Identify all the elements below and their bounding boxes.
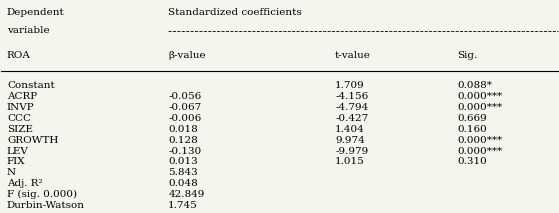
- Text: Constant: Constant: [7, 81, 55, 90]
- Text: FIX: FIX: [7, 157, 26, 167]
- Text: 0.048: 0.048: [168, 179, 198, 188]
- Text: N: N: [7, 168, 16, 177]
- Text: 0.669: 0.669: [457, 114, 487, 123]
- Text: 1.015: 1.015: [335, 157, 365, 167]
- Text: 5.843: 5.843: [168, 168, 198, 177]
- Text: Sig.: Sig.: [457, 51, 478, 60]
- Text: 0.013: 0.013: [168, 157, 198, 167]
- Text: -0.056: -0.056: [168, 92, 201, 101]
- Text: 0.000***: 0.000***: [457, 147, 503, 155]
- Text: Durbin-Watson: Durbin-Watson: [7, 201, 85, 210]
- Text: β-value: β-value: [168, 51, 206, 60]
- Text: 0.000***: 0.000***: [457, 136, 503, 145]
- Text: variable: variable: [7, 26, 50, 35]
- Text: ACRP: ACRP: [7, 92, 37, 101]
- Text: SIZE: SIZE: [7, 125, 33, 134]
- Text: 42.849: 42.849: [168, 190, 205, 199]
- Text: -4.794: -4.794: [335, 103, 368, 112]
- Text: INVP: INVP: [7, 103, 35, 112]
- Text: -0.427: -0.427: [335, 114, 368, 123]
- Text: 0.000***: 0.000***: [457, 92, 503, 101]
- Text: 0.128: 0.128: [168, 136, 198, 145]
- Text: -9.979: -9.979: [335, 147, 368, 155]
- Text: 1.709: 1.709: [335, 81, 365, 90]
- Text: 0.160: 0.160: [457, 125, 487, 134]
- Text: 1.404: 1.404: [335, 125, 365, 134]
- Text: F (sig. 0.000): F (sig. 0.000): [7, 190, 77, 199]
- Text: 0.088*: 0.088*: [457, 81, 492, 90]
- Text: LEV: LEV: [7, 147, 29, 155]
- Text: Adj. R²: Adj. R²: [7, 179, 42, 188]
- Text: -0.130: -0.130: [168, 147, 201, 155]
- Text: CCC: CCC: [7, 114, 31, 123]
- Text: GROWTH: GROWTH: [7, 136, 58, 145]
- Text: t-value: t-value: [335, 51, 371, 60]
- Text: 0.000***: 0.000***: [457, 103, 503, 112]
- Text: 1.745: 1.745: [168, 201, 198, 210]
- Text: 9.974: 9.974: [335, 136, 365, 145]
- Text: -4.156: -4.156: [335, 92, 368, 101]
- Text: -0.006: -0.006: [168, 114, 201, 123]
- Text: Dependent: Dependent: [7, 8, 65, 17]
- Text: Standardized coefficients: Standardized coefficients: [168, 8, 302, 17]
- Text: ROA: ROA: [7, 51, 31, 60]
- Text: -0.067: -0.067: [168, 103, 201, 112]
- Text: 0.310: 0.310: [457, 157, 487, 167]
- Text: 0.018: 0.018: [168, 125, 198, 134]
